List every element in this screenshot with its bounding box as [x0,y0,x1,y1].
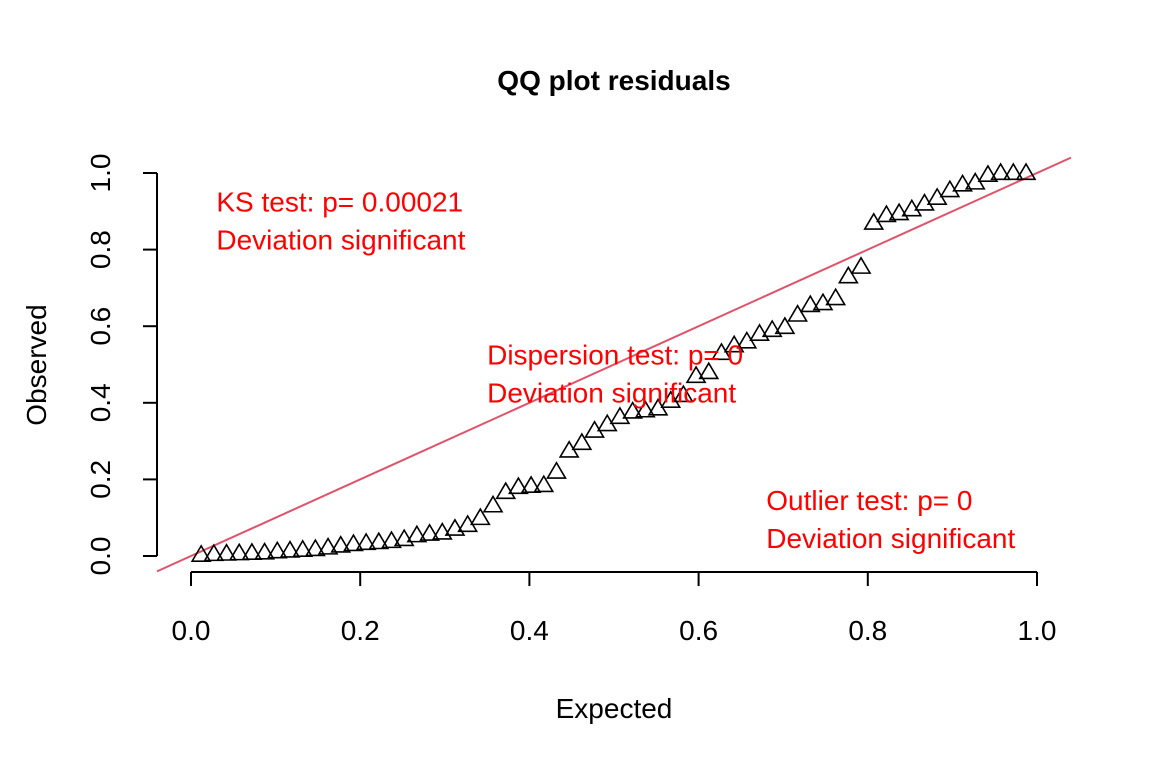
data-point [672,384,694,403]
data-point [939,179,961,198]
data-point [368,531,390,550]
y-axis-label: Observed [21,304,52,425]
annotation-line: Deviation significant [766,523,1015,554]
data-point [330,535,352,553]
chart-title: QQ plot residuals [497,65,730,96]
data-point [279,540,301,558]
data-point [444,518,466,536]
x-tick-label: 0.4 [510,615,549,646]
data-point [990,162,1012,181]
data-point [520,475,542,494]
annotation-line: Deviation significant [216,224,465,255]
data-point [190,544,212,562]
data-point [431,522,453,540]
annotation: Dispersion test: p= 0 Deviation significa… [487,340,743,409]
data-point [469,507,491,526]
data-point [749,323,770,341]
data-point [571,432,593,451]
data-point [799,294,821,313]
data-point [584,420,605,438]
data-point [850,256,872,274]
reference-line [156,156,1072,573]
test-annotations: KS test: p= 0.00021 Deviation significant… [216,186,1015,554]
data-point [914,193,935,211]
data-point [622,401,644,419]
data-point [876,204,897,223]
data-point [774,316,796,335]
data-point [787,304,808,322]
data-point [1002,162,1024,181]
data-point [546,461,567,479]
data-point [634,399,656,418]
data-point [698,361,720,380]
data-point [495,481,517,500]
data-point [482,494,504,513]
data-point [355,532,377,551]
data-point [203,543,225,562]
annotation: KS test: p= 0.00021 Deviation significant [216,186,465,255]
x-axis-label: Expected [556,693,673,724]
data-point [419,523,440,541]
data-point [228,542,250,561]
annotation-line: KS test: p= 0.00021 [216,186,463,217]
data-point [304,538,326,557]
data-point [723,334,745,353]
x-tick-label: 0.0 [172,615,211,646]
data-point [952,173,973,192]
x-tick-label: 1.0 [1018,615,1057,646]
data-point [343,533,364,552]
annotation-line: Outlier test: p= 0 [766,485,972,516]
y-tick-label: 0.4 [85,383,116,422]
x-tick-label: 0.2 [341,615,380,646]
data-point [317,536,339,555]
data-point [381,530,402,549]
data-point [266,540,288,559]
annotation-line: Deviation significant [487,378,736,409]
data-point [825,287,847,306]
data-point [393,528,415,547]
data-point [609,406,631,425]
data-point [216,543,237,561]
data-points [190,162,1037,562]
data-point [977,164,999,183]
x-tick-label: 0.6 [679,615,718,646]
data-point [292,539,314,557]
data-point [241,542,263,561]
data-point [533,474,555,493]
data-point [901,198,923,217]
y-tick-label: 0.6 [85,307,116,346]
data-point [837,265,859,284]
data-point [508,476,529,495]
annotation: Outlier test: p= 0 Deviation significant [766,485,1015,554]
axes: 0.0 0.2 0.4 0.6 0.8 1.0 0.0 0.2 0.4 0.6 0.8 1.0 [85,154,1056,646]
y-tick-label: 0.2 [85,460,116,499]
x-tick-label: 0.8 [848,615,887,646]
data-point [254,541,276,560]
annotation-line: Dispersion test: p= 0 [487,340,743,371]
data-point [761,319,783,338]
data-point [685,365,707,384]
data-point [406,524,428,543]
y-tick-label: 1.0 [85,154,116,193]
y-tick-label: 0.8 [85,230,116,269]
data-point [1015,162,1037,181]
y-tick-label: 0.0 [85,537,116,576]
data-point [888,202,910,221]
